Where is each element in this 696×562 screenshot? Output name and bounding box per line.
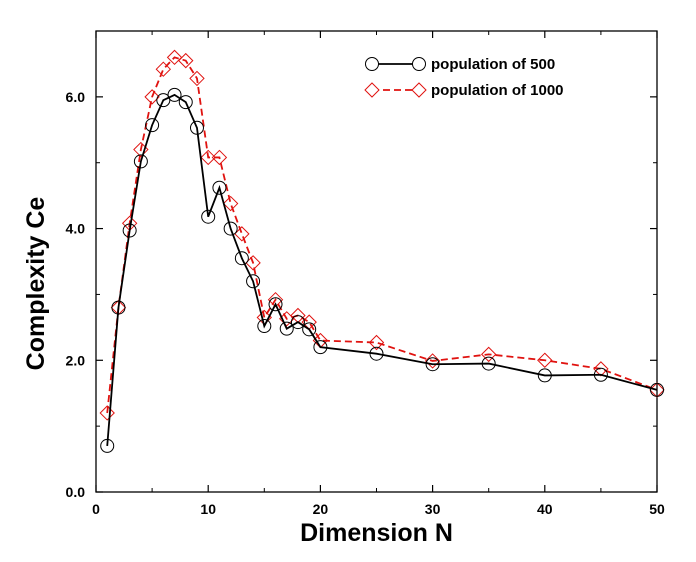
data-point <box>223 221 238 236</box>
legend-item-1000: population of 1000 <box>364 82 564 99</box>
data-point <box>537 368 552 383</box>
legend-item-500: population of 500 <box>365 56 555 73</box>
data-point <box>480 346 497 363</box>
data-point <box>267 291 284 308</box>
data-point <box>200 149 216 166</box>
data-point <box>369 346 384 361</box>
data-point <box>122 223 137 238</box>
data-point <box>234 226 250 242</box>
y-tick-label: 2.0 <box>66 352 86 368</box>
data-point <box>425 357 440 372</box>
legend-marker-500-right <box>412 57 426 71</box>
series-layer <box>99 49 665 453</box>
legend-marker-500-left <box>365 57 379 71</box>
data-point <box>189 70 205 87</box>
data-point <box>133 154 148 169</box>
data-point <box>189 120 204 135</box>
data-point <box>593 367 608 382</box>
y-tick-label: 6.0 <box>66 89 86 105</box>
data-point <box>145 118 160 133</box>
data-point <box>99 405 115 421</box>
data-point <box>313 340 328 355</box>
x-tick-label: 50 <box>649 501 665 517</box>
series-line <box>106 93 658 446</box>
data-point <box>246 274 261 289</box>
data-point <box>155 61 172 77</box>
x-tick-label: 20 <box>313 501 329 517</box>
legend-label-1000: population of 1000 <box>431 82 564 99</box>
legend-label-500: population of 500 <box>431 56 555 73</box>
data-point <box>279 321 294 336</box>
series-500 <box>100 87 664 453</box>
data-point <box>257 319 272 334</box>
legend-marker-1000-right <box>411 82 427 98</box>
x-tick-label: 30 <box>425 501 441 517</box>
legend-marker-1000-left <box>364 82 380 98</box>
data-point <box>111 300 126 315</box>
data-point <box>201 209 216 224</box>
data-point <box>144 89 160 105</box>
data-point <box>211 149 228 166</box>
data-point <box>234 251 249 266</box>
y-axis-title: Complexity Ce <box>22 197 50 371</box>
data-point <box>302 322 317 337</box>
data-point <box>268 297 283 312</box>
data-point <box>481 356 496 371</box>
data-point <box>212 180 227 195</box>
data-point <box>100 438 115 453</box>
data-point <box>593 361 609 377</box>
data-point <box>178 52 194 69</box>
x-tick-label: 10 <box>200 501 216 517</box>
legend: population of 500 population of 1000 <box>364 56 564 99</box>
data-point <box>368 334 385 351</box>
data-point <box>222 195 239 212</box>
data-point <box>537 352 553 368</box>
data-point <box>650 382 664 397</box>
data-point <box>156 93 171 108</box>
axis-ticks: 0 10 20 30 40 50 0.0 2.0 4.0 6.0 <box>66 31 665 517</box>
data-point <box>290 315 305 330</box>
data-point <box>167 87 182 102</box>
data-point <box>166 49 183 66</box>
y-tick-label: 0.0 <box>66 484 86 500</box>
x-tick-label: 40 <box>537 501 553 517</box>
data-point <box>424 353 441 369</box>
x-tick-label: 0 <box>92 501 100 517</box>
data-point <box>178 95 193 110</box>
y-tick-label: 4.0 <box>66 221 86 237</box>
x-axis-title: Dimension N <box>300 519 453 547</box>
